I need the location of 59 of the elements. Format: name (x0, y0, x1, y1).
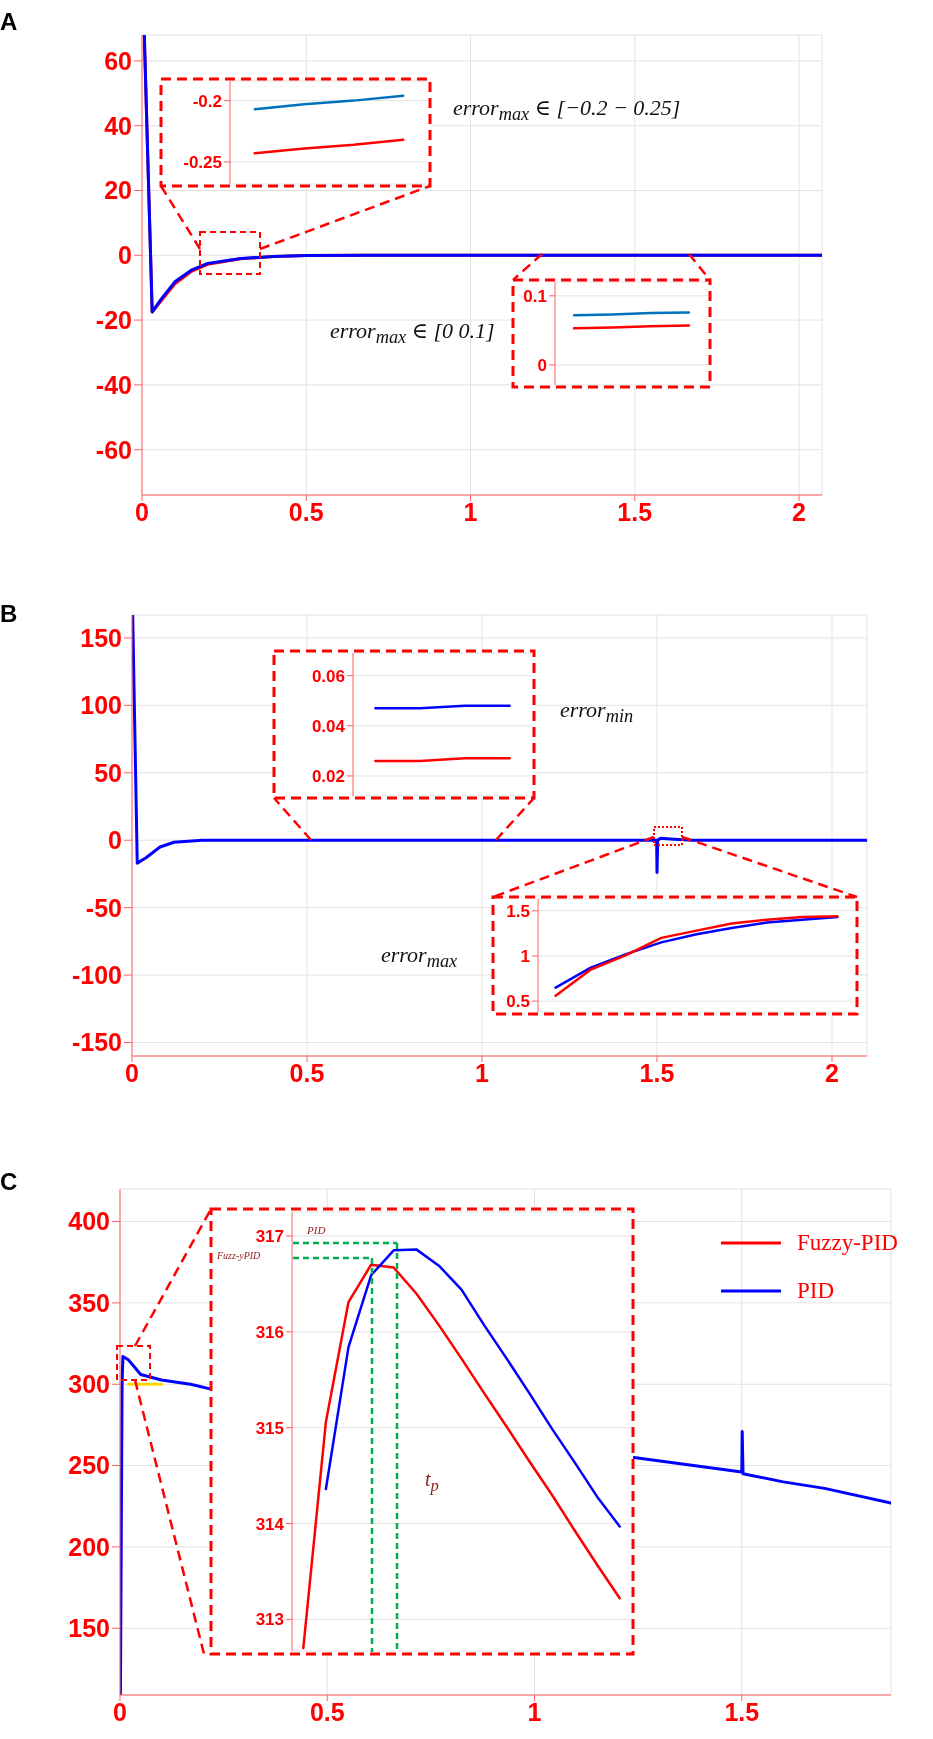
y-tick-label: 1 (520, 946, 530, 966)
y-tick-label: 316 (255, 1322, 284, 1342)
line-series (324, 1248, 621, 1528)
y-tick-label: 100 (80, 691, 122, 720)
y-tick-label: -0.2 (192, 91, 222, 111)
y-tick-label: 0.02 (311, 766, 345, 786)
x-tick-label: 0.5 (289, 1058, 325, 1087)
y-tick-label: 313 (255, 1610, 284, 1630)
y-tick-label: 314 (255, 1514, 285, 1534)
chart-title: B (0, 600, 18, 628)
annotation: error$_{max}$ ∈ [−0.2 − 0.25] (453, 95, 681, 126)
y-tick-label: 40 (104, 111, 132, 140)
chart-title: A (0, 8, 18, 36)
y-tick-label: 1.5 (506, 901, 530, 921)
y-tick-label: 300 (68, 1370, 110, 1399)
y-tick-label: -100 (71, 960, 122, 989)
y-tick-label: 200 (68, 1532, 110, 1561)
y-tick-label: -0.25 (183, 152, 222, 172)
annotation: PID (307, 1224, 326, 1236)
annotation: Fuzz-yPID (217, 1250, 261, 1261)
y-tick-label: 0.1 (523, 286, 547, 306)
y-tick-label: 317 (255, 1227, 284, 1246)
annotation: error$_{max}$ ∈ [0 0.1] (330, 318, 495, 349)
y-tick-label: 400 (68, 1207, 110, 1236)
legend-label: Fuzzy-PID (797, 1230, 898, 1256)
x-tick-label: 0.5 (288, 497, 324, 526)
y-tick-label: -50 (85, 893, 122, 922)
x-tick-label: 1.5 (639, 1058, 675, 1087)
y-tick-label: 315 (255, 1418, 284, 1438)
annotation: error$_{max}$ (381, 942, 458, 973)
y-tick-label: -20 (95, 305, 132, 334)
y-tick-label: 150 (80, 623, 122, 652)
y-tick-label: 50 (94, 758, 122, 787)
y-tick-label: 350 (68, 1288, 110, 1317)
y-tick-label: -40 (95, 370, 132, 399)
y-tick-label: 0.06 (311, 666, 345, 686)
x-tick-label: 1.5 (617, 497, 653, 526)
x-tick-label: 1.5 (724, 1697, 760, 1726)
line-series (302, 1263, 621, 1650)
y-tick-label: 0 (118, 241, 132, 270)
legend-label: PID (797, 1278, 835, 1304)
x-tick-label: 1 (475, 1058, 490, 1087)
annotation: t$_{p}$ (425, 1468, 439, 1496)
y-tick-label: -150 (71, 1028, 122, 1057)
line-series (253, 138, 405, 155)
y-tick-label: 20 (104, 176, 132, 205)
x-tick-label: 2 (825, 1058, 839, 1087)
y-tick-label: 0.5 (506, 992, 530, 1012)
y-tick-label: 150 (68, 1614, 110, 1643)
y-tick-label: 0.04 (311, 716, 346, 736)
x-tick-label: 1 (463, 497, 478, 526)
chart-title: C (0, 1168, 18, 1196)
y-tick-label: 250 (68, 1451, 110, 1480)
line-series (253, 94, 405, 111)
y-tick-label: 0 (108, 826, 122, 855)
y-tick-label: 60 (104, 46, 132, 75)
x-tick-label: 2 (792, 497, 806, 526)
annotation: error$_{min}$ (560, 697, 634, 728)
y-tick-label: -60 (95, 435, 132, 464)
